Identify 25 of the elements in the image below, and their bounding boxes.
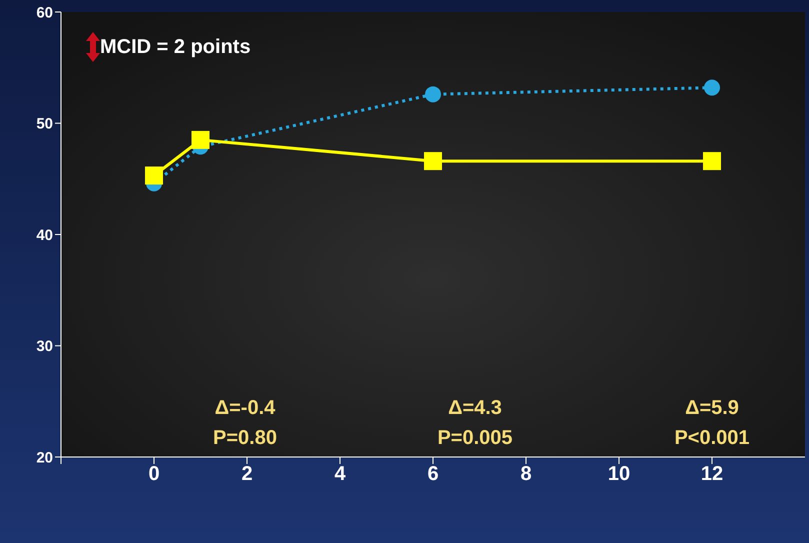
y-tick-label: 20 [36,449,53,466]
y-tick-label: 40 [36,226,53,244]
point [145,166,163,185]
point [192,130,210,149]
annotation: Δ=5.9 [684,397,740,420]
point [704,80,720,96]
point [424,152,442,170]
y-tick-label: 50 [36,116,53,133]
y-tick-label: 60 [36,4,53,22]
point [425,86,441,102]
point [703,152,721,170]
annotation: P<0.001 [673,427,751,450]
x-tick-label: 2 [241,463,253,486]
annotation: Δ=-0.4 [214,397,276,420]
annotation: Δ=4.3 [447,397,503,420]
annotation: P=0.005 [436,427,514,450]
x-tick-label: 0 [148,463,160,486]
x-tick-label: 10 [608,463,630,486]
x-tick-label: 12 [700,463,724,486]
annotation: MCID = 2 points [100,36,251,58]
annotation: P=0.80 [212,427,278,450]
x-tick-label: 6 [427,463,439,486]
x-tick-label: 8 [520,463,532,486]
x-tick-label: 4 [334,463,346,486]
y-tick-label: 30 [36,338,53,356]
